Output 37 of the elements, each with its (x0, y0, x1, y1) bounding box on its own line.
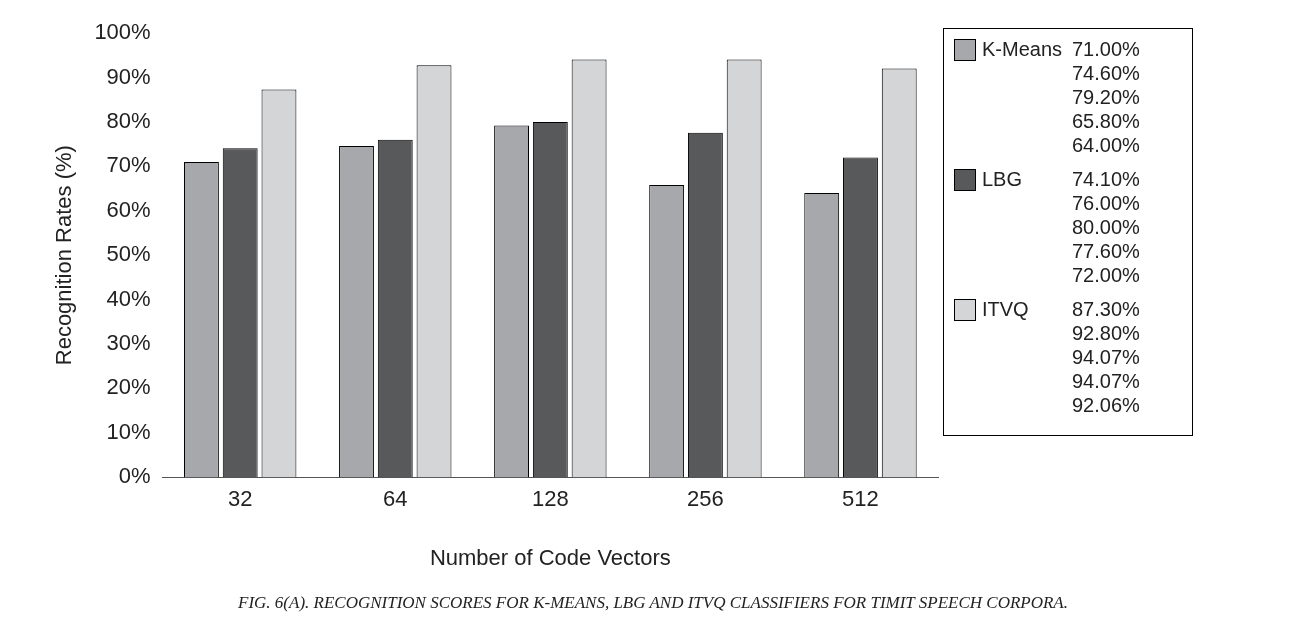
text: 92.06% (1072, 393, 1140, 418)
y-axis-title: Recognition Rates (%) (51, 145, 77, 366)
y-tick-label: 30% (106, 330, 151, 356)
y-tick-label: 100% (94, 19, 151, 45)
x-tick-label: 32 (227, 486, 253, 512)
y-tick-label: 50% (106, 241, 151, 267)
text: 74.10% (1072, 167, 1140, 191)
text: 71.00% (1072, 37, 1140, 61)
y-tick-label: 80% (106, 108, 151, 134)
y-tick-label: 60% (106, 196, 151, 222)
y-tick-label: 10% (106, 418, 151, 444)
y-tick-label: 20% (106, 374, 151, 400)
text: 87.30% (1072, 297, 1140, 321)
text: 77.60% (1072, 239, 1140, 263)
x-axis-title: Number of Code Vectors (429, 544, 671, 570)
legend-label: ITVQ (982, 297, 1030, 321)
x-tick-label: 256 (687, 486, 724, 512)
legend-label: LBG (982, 167, 1024, 191)
text: 76.00% (1072, 191, 1140, 215)
x-tick-label: 128 (531, 486, 569, 512)
text: 79.20% (1072, 85, 1140, 109)
text: 65.80% (1072, 109, 1140, 133)
caption: FIG. 6(A). RECOGNITION SCORES FOR K-MEANS, LBG AND ITVQ CLASSIFIERS FOR TIMIT SPEECH CORPORA. (237, 593, 1069, 613)
y-tick-label: 70% (106, 152, 151, 178)
x-tick-label: 64 (383, 486, 408, 512)
y-tick-label: 90% (106, 63, 151, 89)
text: 94.07% (1072, 345, 1140, 369)
y-tick-label: 40% (106, 285, 151, 311)
legend-label: K-Means (982, 37, 1064, 61)
text: 94.07% (1072, 369, 1140, 393)
text: 64.00% (1072, 133, 1140, 158)
text: 80.00% (1072, 215, 1140, 239)
text: 74.60% (1072, 61, 1140, 85)
x-tick-label: 512 (842, 486, 879, 512)
text: 72.00% (1072, 263, 1140, 288)
text: 92.80% (1072, 321, 1140, 345)
y-tick-label: 0% (118, 463, 151, 489)
